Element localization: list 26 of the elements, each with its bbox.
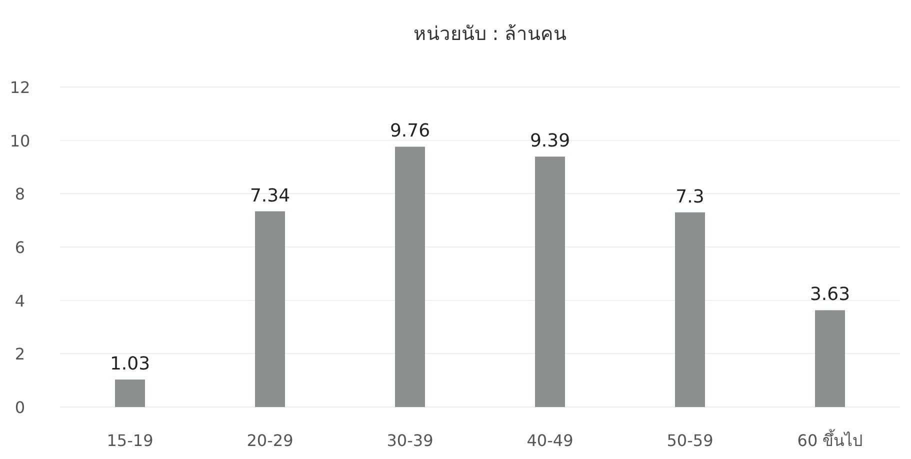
y-tick-label: 8 [14,184,26,204]
y-tick-label: 12 [10,78,30,97]
y-tick-label: 0 [14,398,26,417]
y-tick-label: 2 [14,344,26,364]
y-tick-label: 6 [14,238,26,257]
bar [815,310,845,407]
y-tick-label: 10 [10,131,30,150]
bar [675,212,705,407]
bar [255,211,285,407]
x-tick-label: 30-39 [386,431,434,450]
x-tick-label: 40-49 [526,431,574,450]
data-label: 9.76 [390,120,430,142]
chart-title: หน่วยนับ : ล้านคน [413,23,567,45]
data-label: 7.34 [250,185,290,206]
data-label: 3.63 [810,284,850,306]
bar [115,380,145,407]
data-label: 9.39 [530,130,570,152]
x-tick-label: 20-29 [246,431,294,450]
data-label: 1.03 [110,354,150,375]
data-label: 7.3 [676,186,704,208]
x-tick-label: 50-59 [666,431,714,450]
x-tick-label: 60 ขึ้นไป [797,429,863,450]
bar [535,156,565,407]
y-tick-label: 4 [14,291,26,310]
bar [395,146,425,407]
x-tick-label: 15-19 [106,431,154,450]
